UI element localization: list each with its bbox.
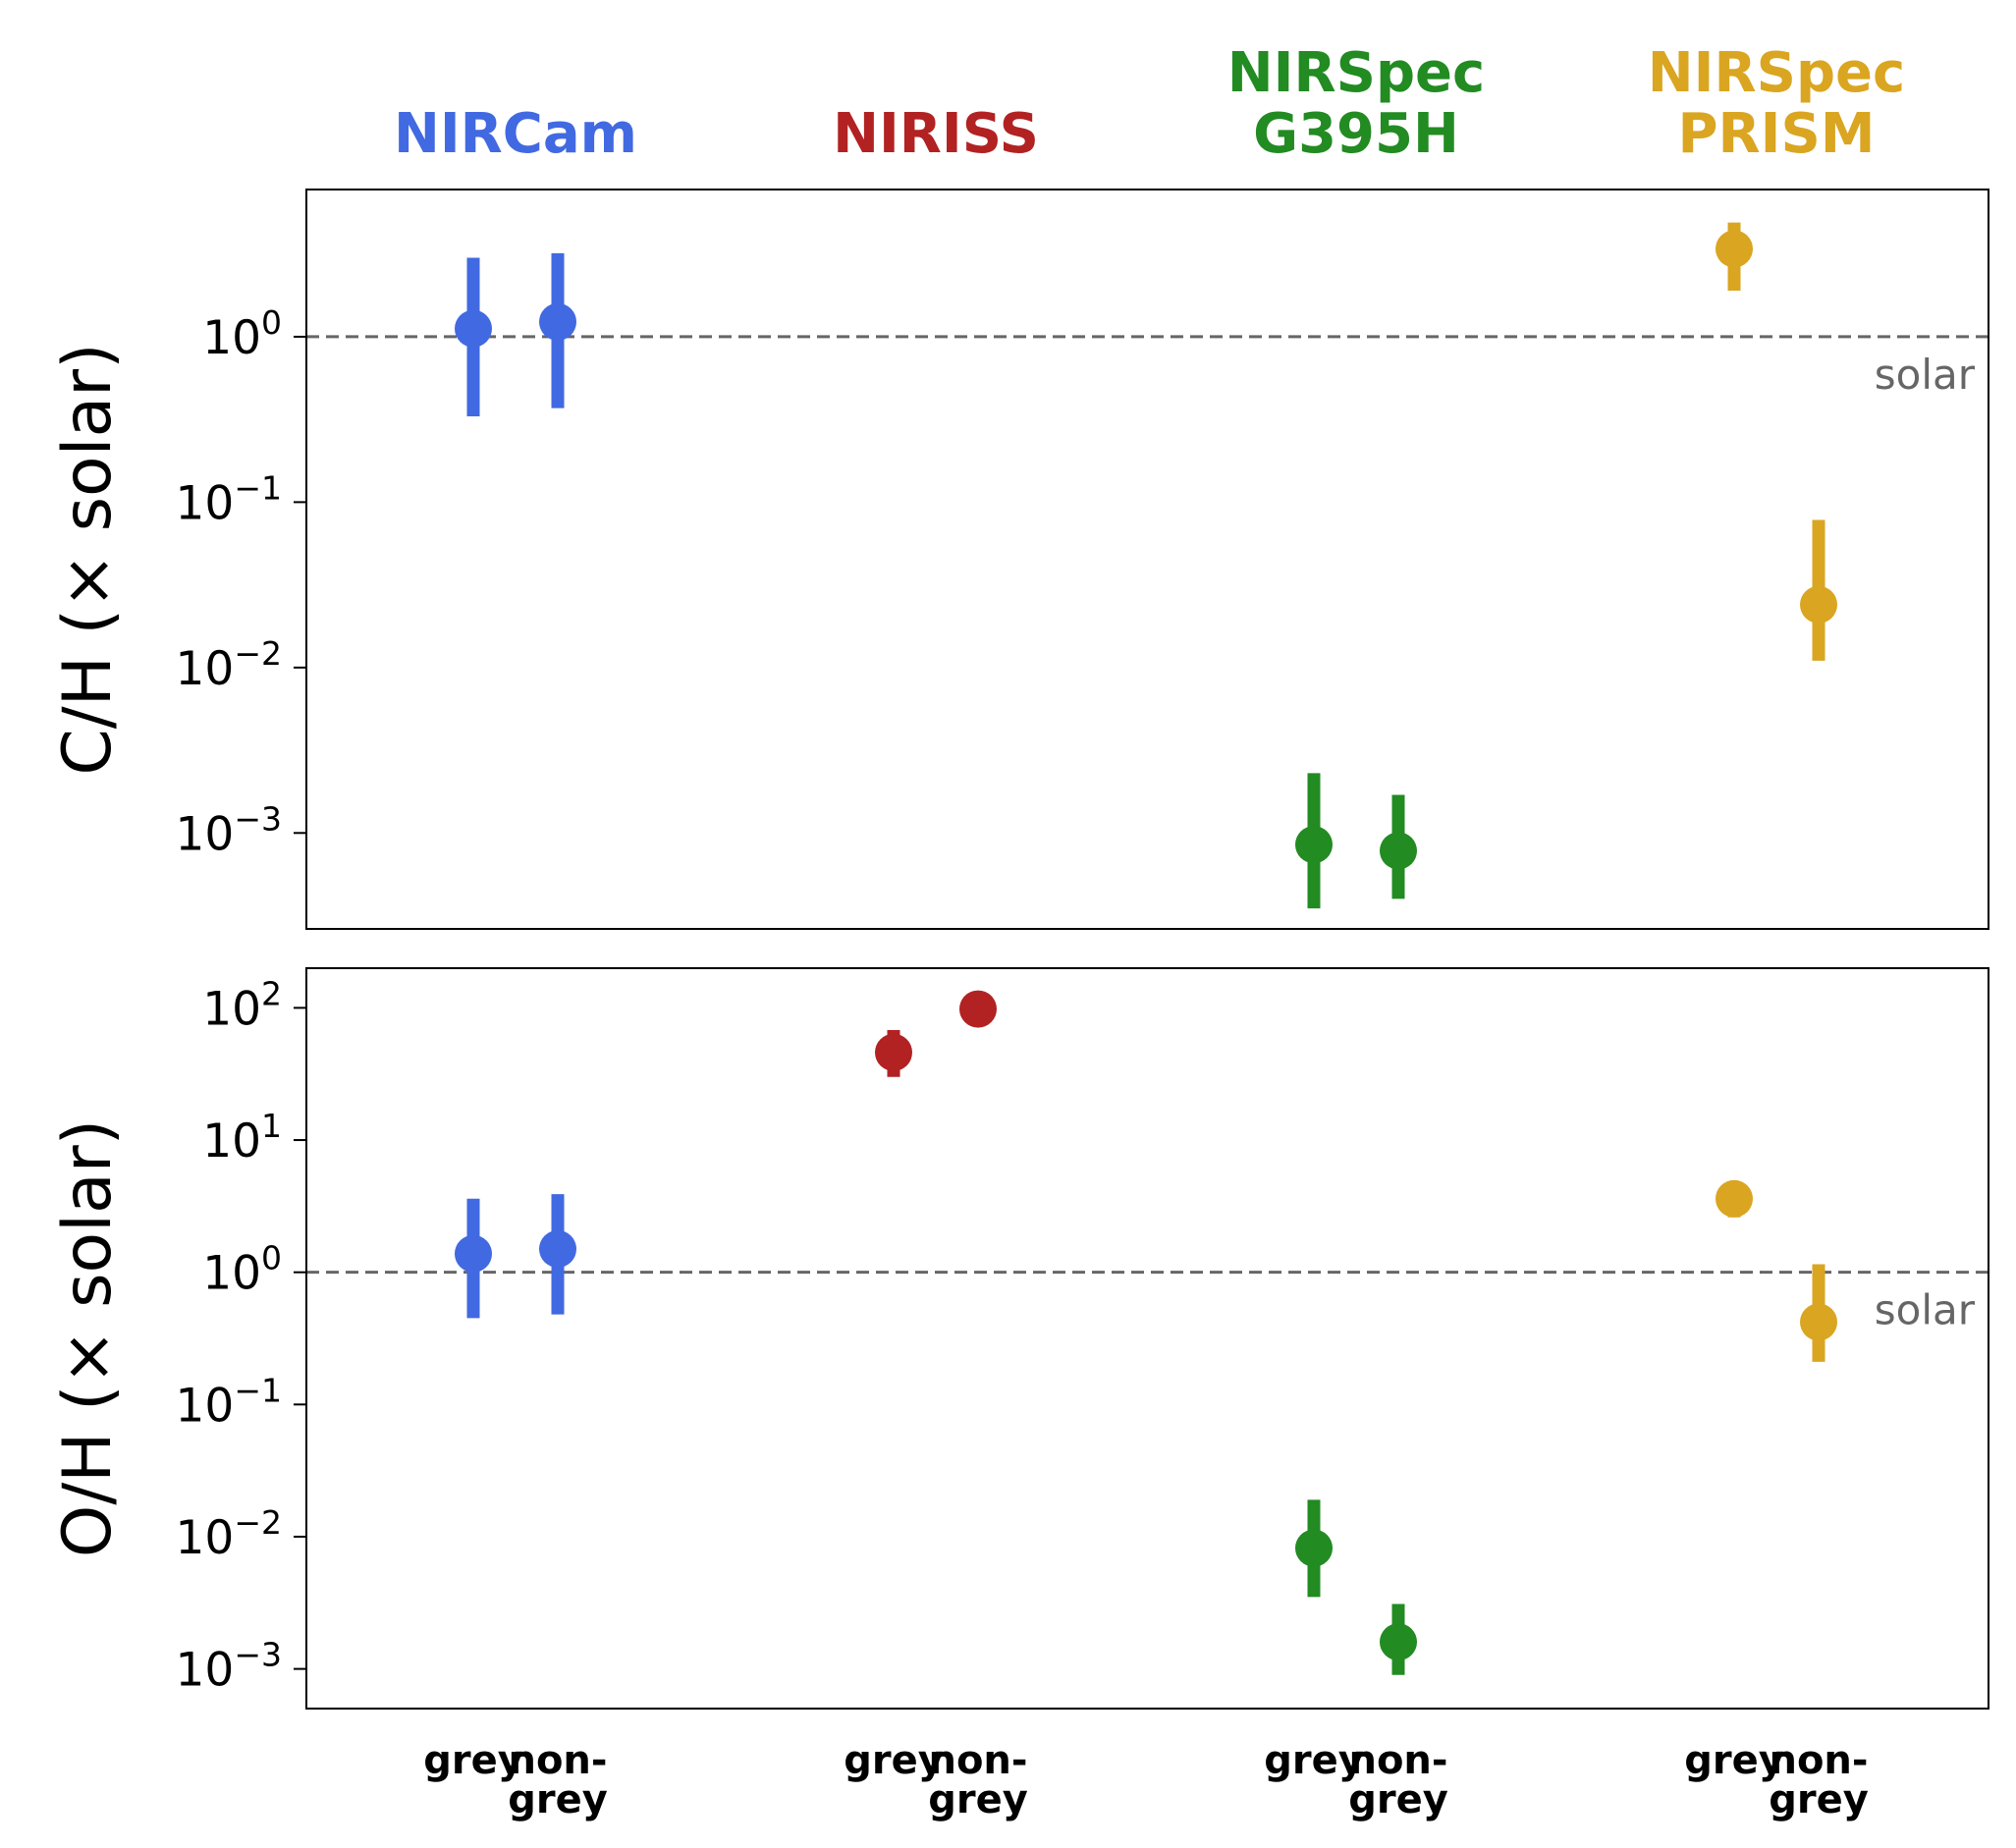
ch-ytick-label-3: 10−3 (176, 799, 282, 861)
oh-ytick-label-5: 10−3 (176, 1636, 282, 1698)
ch-point-2 (1295, 826, 1333, 864)
category-label-7-line-0: non- (1769, 1738, 1868, 1783)
instrument-title-2-line-0: NIRSpec (1227, 41, 1485, 105)
instrument-title-3-line-1: PRISM (1677, 102, 1875, 166)
oh-point-5 (1380, 1623, 1417, 1661)
category-label-3-line-1: grey (928, 1777, 1028, 1822)
oh-ytick-label-3: 10−1 (176, 1371, 282, 1433)
ch-point-0 (455, 309, 492, 348)
oh-ytick-label-1: 101 (202, 1107, 282, 1169)
ch-point-5 (1800, 585, 1837, 624)
category-label-5-line-1: grey (1348, 1777, 1448, 1822)
category-label-3-line-0: non- (928, 1738, 1027, 1783)
category-label-6-line-0: grey (1684, 1738, 1784, 1783)
ch-solar-label: solar (1875, 351, 1976, 399)
oh-solar-label: solar (1875, 1286, 1976, 1334)
oh-axes-frame (305, 967, 1989, 1710)
instrument-title-3-line-0: NIRSpec (1648, 41, 1905, 105)
ch-point-3 (1380, 832, 1417, 870)
category-label-2-line-0: grey (844, 1738, 944, 1783)
category-label-1-line-1: grey (508, 1777, 608, 1822)
instrument-title-0-line-0: NIRCam (394, 102, 637, 166)
instrument-title-1-line-0: NIRISS (833, 102, 1039, 166)
ch-panel: solar 100 10−1 10−2 10−3 C/H (× solar) (49, 189, 1989, 930)
ch-point-1 (539, 302, 576, 341)
ch-ytick-label-1: 10−1 (176, 468, 282, 530)
ch-point-4 (1716, 230, 1753, 268)
oh-point-2 (875, 1033, 912, 1071)
category-label-4-line-0: grey (1264, 1738, 1364, 1783)
ch-ytick-label-0: 100 (202, 303, 282, 365)
oh-point-7 (1800, 1303, 1837, 1341)
category-label-5-line-0: non- (1348, 1738, 1447, 1783)
oh-point-3 (959, 990, 997, 1028)
instrument-title-2-line-1: G395H (1253, 102, 1459, 166)
category-label-0-line-0: grey (423, 1738, 523, 1783)
category-labels: greynon-greygreynon-greygreynon-greygrey… (423, 1738, 1869, 1822)
ch-axes-frame (305, 189, 1989, 930)
oh-point-1 (539, 1229, 576, 1268)
oh-ytick-label-2: 100 (202, 1239, 282, 1301)
category-label-1-line-0: non- (508, 1738, 607, 1783)
ch-ylabel: C/H (× solar) (49, 343, 127, 775)
oh-ytick-label-0: 102 (202, 974, 282, 1036)
oh-point-4 (1295, 1529, 1333, 1567)
category-label-7-line-1: grey (1769, 1777, 1869, 1822)
oh-point-0 (455, 1234, 492, 1273)
ch-ytick-label-2: 10−2 (176, 634, 282, 696)
oh-ytick-label-4: 10−2 (176, 1503, 282, 1565)
oh-panel: solar 102 101 100 10−1 10−2 10−3 O/H (× solar) (49, 967, 1989, 1710)
oh-ylabel: O/H (× solar) (49, 1119, 127, 1557)
oh-point-6 (1716, 1179, 1753, 1218)
